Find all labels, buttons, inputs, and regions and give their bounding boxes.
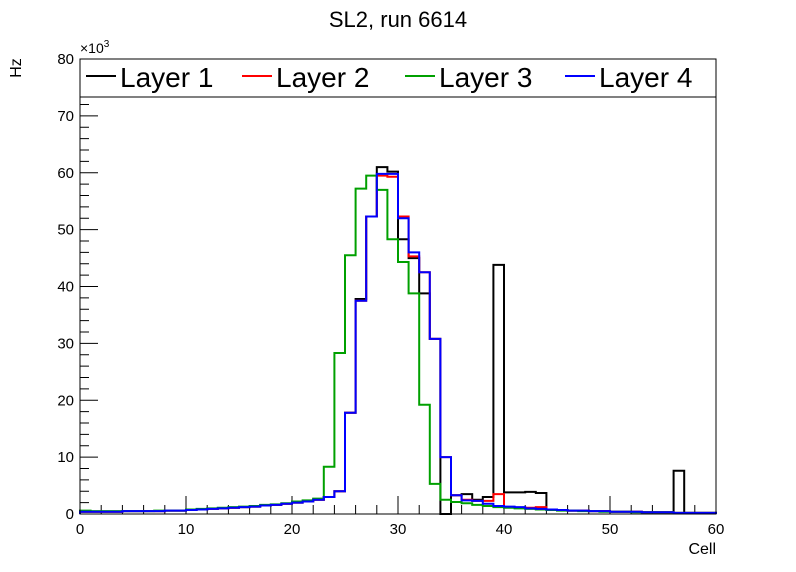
legend-item: Layer 3 bbox=[405, 62, 532, 93]
y-tick-label: 50 bbox=[57, 222, 74, 239]
series-layer-4 bbox=[79, 172, 717, 514]
x-tick-label: 60 bbox=[708, 521, 725, 538]
y-tick-label: 0 bbox=[66, 506, 74, 523]
y-tick-label: 30 bbox=[57, 335, 74, 352]
y-tick-label: 60 bbox=[57, 165, 74, 182]
axis-ticks: 0 10 20 30 40 50 60 0 10 20 30 40 50 60 70 80 bbox=[57, 51, 724, 538]
legend: Layer 1 Layer 2 Layer 3 Layer 4 bbox=[79, 58, 717, 98]
legend-box bbox=[79, 58, 717, 98]
y-axis-label: Hz bbox=[8, 58, 25, 78]
legend-item: Layer 2 bbox=[242, 62, 369, 93]
legend-label: Layer 4 bbox=[599, 62, 692, 93]
legend-label: Layer 3 bbox=[439, 62, 532, 93]
y-multiplier: ×103 bbox=[80, 39, 110, 56]
y-tick-label: 40 bbox=[57, 279, 74, 296]
legend-item: Layer 1 bbox=[86, 62, 213, 93]
y-tick-label: 20 bbox=[57, 392, 74, 409]
series-lines bbox=[79, 166, 717, 515]
y-tick-label: 10 bbox=[57, 449, 74, 466]
x-axis-label: Cell bbox=[688, 541, 716, 558]
x-tick-label: 40 bbox=[496, 521, 513, 538]
x-tick-label: 50 bbox=[602, 521, 619, 538]
x-tick-label: 0 bbox=[76, 521, 84, 538]
y-tick-label: 80 bbox=[57, 51, 74, 68]
legend-label: Layer 1 bbox=[120, 62, 213, 93]
x-tick-label: 30 bbox=[390, 521, 407, 538]
x-tick-label: 20 bbox=[284, 521, 301, 538]
chart-title: SL2, run 6614 bbox=[329, 7, 467, 32]
plot-frame bbox=[79, 58, 717, 515]
legend-label: Layer 2 bbox=[276, 62, 369, 93]
x-tick-label: 10 bbox=[178, 521, 195, 538]
legend-item: Layer 4 bbox=[565, 62, 692, 93]
y-tick-label: 70 bbox=[57, 108, 74, 125]
